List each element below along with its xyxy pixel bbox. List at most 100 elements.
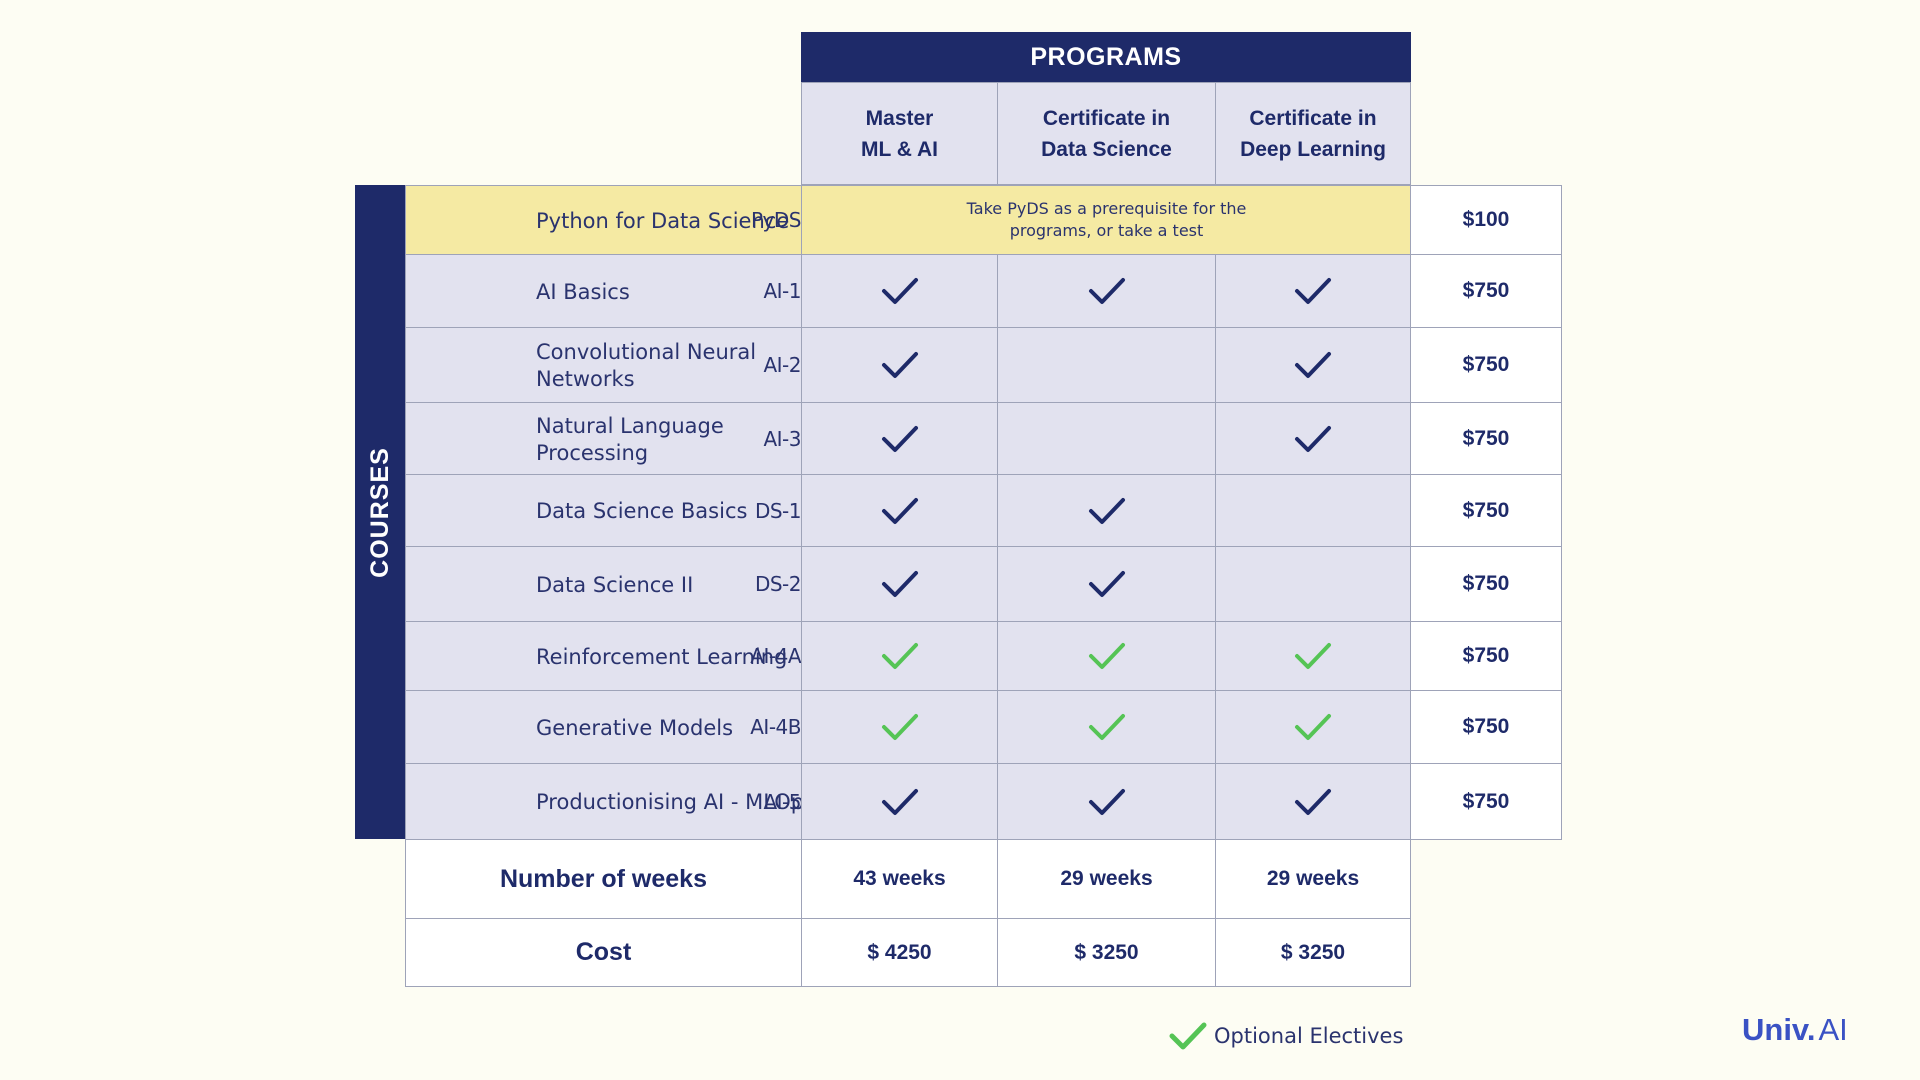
required-check-icon xyxy=(881,497,918,524)
program-cell-deep-learning xyxy=(1215,621,1411,691)
program-cell-deep-learning xyxy=(1215,402,1411,475)
price-cell: $750 xyxy=(1410,763,1562,840)
programs-title: PROGRAMS xyxy=(1030,42,1182,71)
course-code: PyDS xyxy=(751,208,802,232)
weeks-value: 43 weeks xyxy=(853,867,946,890)
price-cell: $750 xyxy=(1410,254,1562,328)
course-code: AI-1 xyxy=(763,279,801,303)
required-check-icon xyxy=(1295,352,1331,378)
required-check-icon xyxy=(881,571,918,597)
program-label: Master ML & AI xyxy=(861,106,938,161)
program-cell-data-science xyxy=(997,402,1216,475)
cost-value: $ 3250 xyxy=(1074,940,1139,964)
course-price: $750 xyxy=(1462,715,1510,738)
course-name: Data Science Basics xyxy=(536,499,748,523)
course-row-content: PyDS Python for Data Science xyxy=(406,186,802,254)
course-price: $750 xyxy=(1462,498,1510,522)
required-check-icon xyxy=(1088,788,1125,815)
check-icon xyxy=(1169,1022,1207,1050)
program-cell-data-science xyxy=(997,327,1216,403)
price-cell: $750 xyxy=(1410,690,1562,764)
required-check-icon xyxy=(1088,571,1125,597)
optional-check-icon xyxy=(881,714,918,740)
course-cell: DS-2 Data Science II xyxy=(405,546,802,622)
program-cell-deep-learning xyxy=(1215,690,1411,764)
courses-label: COURSES xyxy=(365,446,394,578)
weeks-cell-data-science: 29 weeks xyxy=(997,839,1216,919)
course-code: AI-3 xyxy=(763,426,801,451)
course-code: AI-2 xyxy=(763,353,801,377)
course-code: AI-4A xyxy=(750,644,801,668)
program-label: Certificate in Data Science xyxy=(1041,106,1172,161)
course-name: Generative Models xyxy=(536,715,734,740)
course-price: $750 xyxy=(1462,789,1510,813)
cost-cell-data-science: $ 3250 xyxy=(997,918,1216,987)
course-cell: AI-4B Generative Models xyxy=(405,690,802,764)
programs-header: PROGRAMS xyxy=(801,32,1411,82)
course-row-content: AI-4B Generative Models xyxy=(406,691,802,763)
cost-label: Cost xyxy=(575,938,632,966)
courses-band: COURSES xyxy=(355,185,405,839)
course-cell: AI-4A Reinforcement Learning xyxy=(405,621,802,691)
program-cell-master xyxy=(801,402,998,475)
program-cell-data-science xyxy=(997,474,1216,547)
program-cell-deep-learning xyxy=(1215,254,1411,328)
cost-label-cell: Cost xyxy=(405,918,802,987)
required-check-icon xyxy=(881,788,918,815)
course-code: AI-4B xyxy=(750,715,801,739)
course-name: Natural Language Processing xyxy=(536,413,724,465)
optional-check-icon xyxy=(1295,643,1331,669)
course-cell: DS-1 Data Science Basics xyxy=(405,474,802,547)
course-row-content: AI-3 Natural Language Processing xyxy=(406,403,802,474)
price-cell: $750 xyxy=(1410,474,1562,547)
program-cell-data-science xyxy=(997,763,1216,840)
optional-check-icon xyxy=(1088,714,1125,740)
program-cell-data-science xyxy=(997,546,1216,622)
program-cell-data-science xyxy=(997,621,1216,691)
brand-logo: Univ. AI xyxy=(1742,1012,1848,1052)
course-name: Convolutional Neural Networks xyxy=(536,340,757,391)
program-cell-master xyxy=(801,763,998,840)
course-name: AI Basics xyxy=(536,279,630,304)
required-check-icon xyxy=(1088,497,1125,524)
course-row-content: AI-2 Convolutional Neural Networks xyxy=(406,328,802,402)
course-name: Reinforcement Learning xyxy=(536,644,788,669)
legend: Optional Electives xyxy=(1168,1018,1403,1054)
program-header-deep-learning: Certificate in Deep Learning xyxy=(1215,82,1411,185)
cost-cell-master: $ 4250 xyxy=(801,918,998,987)
price-cell: $100 xyxy=(1410,185,1562,255)
course-price: $750 xyxy=(1462,644,1510,667)
weeks-cell-deep-learning: 29 weeks xyxy=(1215,839,1411,919)
course-cell: AI-3 Natural Language Processing xyxy=(405,402,802,475)
program-cell-deep-learning xyxy=(1215,546,1411,622)
optional-check-icon xyxy=(1295,714,1331,740)
required-check-icon xyxy=(881,425,918,452)
price-cell: $750 xyxy=(1410,621,1562,691)
brand-part2: AI xyxy=(1818,1012,1848,1047)
program-cell-deep-learning xyxy=(1215,327,1411,403)
course-row-content: AI-4A Reinforcement Learning xyxy=(406,622,802,690)
weeks-label: Number of weeks xyxy=(499,864,707,893)
course-row-content: AI-1 AI Basics xyxy=(406,255,802,327)
weeks-label-cell: Number of weeks xyxy=(405,839,802,919)
course-code: DS-1 xyxy=(754,498,802,523)
cost-value: $ 4250 xyxy=(867,940,932,964)
optional-check-icon xyxy=(881,643,918,669)
program-cell-master xyxy=(801,254,998,328)
legend-label: Optional Electives xyxy=(1214,1024,1404,1048)
cost-value: $ 3250 xyxy=(1280,940,1346,964)
prereq-note: Take PyDS as a prerequisite for the prog… xyxy=(966,199,1247,240)
required-check-icon xyxy=(1295,278,1331,304)
course-price: $750 xyxy=(1462,572,1510,595)
program-label: Certificate in Deep Learning xyxy=(1240,106,1386,161)
course-row-content: DS-2 Data Science II xyxy=(406,547,802,621)
program-cell-master xyxy=(801,546,998,622)
course-row-content: AI-5 Productionising AI - MLOps xyxy=(406,764,815,839)
prereq-note-cell: Take PyDS as a prerequisite for the prog… xyxy=(801,185,1412,255)
price-cell: $750 xyxy=(1410,402,1562,475)
course-price: $750 xyxy=(1462,426,1510,450)
program-cell-master xyxy=(801,621,998,691)
course-price: $750 xyxy=(1462,279,1510,302)
optional-check-icon xyxy=(1088,643,1125,669)
required-check-icon xyxy=(1295,425,1331,452)
